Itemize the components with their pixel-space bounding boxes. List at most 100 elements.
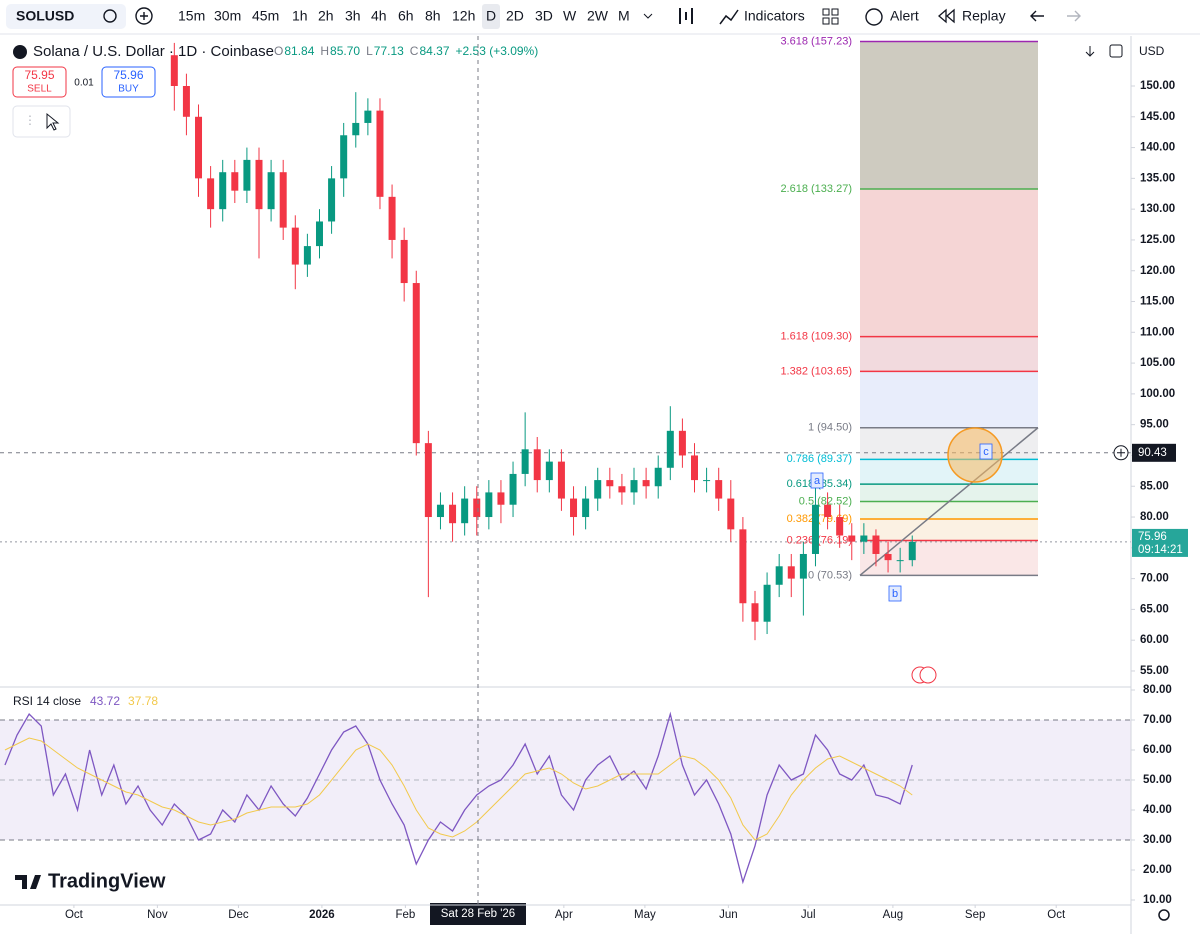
candle-body (352, 122, 360, 136)
maximize-button[interactable] (1109, 44, 1123, 58)
ohlc-legend: O 81.84 H 85.70 L 77.13 C 84.37 +2.53 (+3.09%) (274, 44, 538, 58)
interval-button[interactable]: 1h (292, 8, 308, 24)
compare-button[interactable] (135, 7, 153, 25)
interval-button[interactable]: 3D (535, 8, 553, 24)
y-tick-label: 150.00 (1140, 80, 1175, 92)
rsi-y-tick-label: 60.00 (1143, 744, 1172, 756)
rsi-y-tick-label: 80.00 (1143, 684, 1172, 696)
interval-button[interactable]: 2h (318, 8, 334, 24)
undo-button[interactable] (1030, 10, 1044, 22)
candle-body (557, 461, 565, 499)
rsi-legend-value: 37.78 (128, 694, 158, 708)
y-tick-label: 110.00 (1140, 326, 1175, 338)
cursor-tool[interactable] (46, 112, 60, 131)
interval-button[interactable]: 12h (452, 8, 475, 24)
interval-button[interactable]: 30m (214, 8, 241, 24)
interval-button[interactable]: 15m (178, 8, 205, 24)
price-pane: 3.618 (157.23) 2.618 (133.27) 1.618 (109.3… (0, 36, 1131, 641)
spread: 0.01 (74, 78, 94, 89)
candle-body (412, 283, 420, 444)
rsi-legend: 43.72 37.78 (90, 694, 158, 708)
layout-icon (822, 17, 830, 25)
logo-mark (15, 875, 41, 889)
buy-button[interactable] (101, 66, 156, 98)
alert-button[interactable]: Alert (890, 8, 919, 24)
axes: 150.00 145.00 140.00 135.00 130.00 125.00 120.… (65, 80, 1188, 925)
x-tick-label: Sep (965, 909, 985, 921)
sell-button[interactable] (12, 66, 67, 98)
fib-label: 0.5 (82.52) (799, 495, 852, 507)
candle-body (630, 480, 638, 493)
candle-body (836, 517, 844, 536)
interval-button[interactable]: 2W (587, 8, 609, 24)
interval-button[interactable]: M (618, 8, 630, 24)
y-tick-label: 85.00 (1140, 480, 1169, 492)
fib-label: 0.382 (79.69) (787, 513, 852, 525)
interval-button[interactable]: 3h (345, 8, 361, 24)
interval-button[interactable]: D (486, 8, 496, 24)
y-tick-label: 135.00 (1140, 172, 1175, 184)
fib-label: 1 (94.50) (808, 422, 852, 434)
interval-button[interactable]: 8h (425, 8, 441, 24)
alert-icon (865, 8, 883, 26)
candle-body (811, 504, 819, 554)
layout-icon[interactable] (822, 8, 830, 16)
candle-body (497, 492, 505, 505)
y-tick-label: 100.00 (1140, 388, 1175, 400)
interval-group: 15m 30m 45m 1h 2h 3h 4h 6h 8h 12h D 2D 3D W 2W M (178, 8, 630, 24)
candle-body (449, 504, 457, 524)
candle-body (848, 535, 856, 542)
currency[interactable]: USD (1139, 44, 1165, 58)
drag-handle[interactable]: ⋮ (24, 113, 36, 127)
x-tick-label: Jun (719, 909, 738, 921)
wave-label: c (983, 446, 989, 458)
interval-button[interactable]: 4h (371, 8, 387, 24)
y-tick-label: 115.00 (1140, 296, 1175, 308)
candle-body (884, 553, 892, 561)
wave-label: b (892, 588, 898, 600)
ohlc-key: O (274, 44, 283, 58)
candle-body (424, 443, 432, 518)
symbol[interactable]: SOLUSD (16, 8, 74, 24)
dropdown-icon[interactable] (643, 13, 653, 19)
crosshair-price-label: 90.43 (1138, 447, 1167, 459)
candle-body (570, 498, 578, 518)
symbol-search[interactable] (6, 4, 126, 29)
ohlc-value: 77.13 (374, 44, 404, 58)
legend-title: Solana / U.S. Dollar · 1D · Coinbase (33, 43, 274, 60)
fib-label: 0 (70.53) (808, 569, 852, 581)
redo-button[interactable] (1067, 10, 1081, 22)
layout-icon (831, 17, 839, 25)
candle-body (715, 480, 723, 499)
logo: TradingView (48, 870, 166, 892)
plus-icon (140, 12, 148, 20)
candle-body (231, 172, 239, 191)
y-tick-label: 105.00 (1140, 357, 1175, 369)
candle-body (606, 480, 614, 487)
interval-button[interactable]: 2D (506, 8, 524, 24)
chart-type-icon[interactable] (679, 8, 693, 24)
interval-button[interactable]: 6h (398, 8, 414, 24)
plus-icon (1117, 448, 1125, 457)
ohlc-value: 85.70 (330, 44, 360, 58)
y-tick-label: 120.00 (1140, 265, 1175, 277)
event-icon[interactable] (919, 666, 937, 684)
fib-zone (860, 41, 1038, 190)
candle-body (896, 560, 904, 562)
wave-label-box (810, 472, 824, 489)
replay-button[interactable]: Replay (962, 8, 1006, 24)
indicators-button[interactable]: Indicators (744, 8, 805, 24)
collapse-button[interactable] (1085, 46, 1095, 57)
candle-body (207, 178, 215, 210)
interval-button[interactable]: 45m (252, 8, 279, 24)
interval-button[interactable]: W (563, 8, 577, 24)
y-tick-label: 140.00 (1140, 142, 1175, 154)
candle-body (703, 480, 711, 482)
candle-body (691, 455, 699, 481)
candle-body (267, 172, 275, 210)
candle-body (775, 566, 783, 585)
settings-button[interactable] (1158, 909, 1170, 921)
rsi-title: RSI 14 close (13, 694, 81, 708)
candle-body (739, 529, 747, 604)
